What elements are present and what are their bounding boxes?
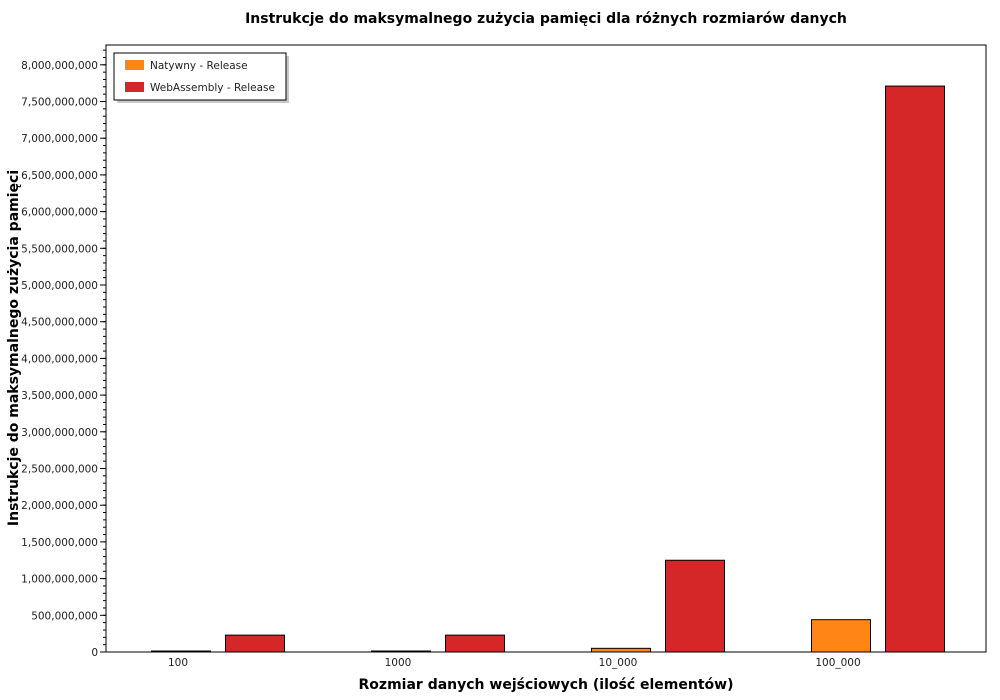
y-tick-label: 500,000,000 <box>31 610 98 622</box>
x-tick-label: 1000 <box>385 657 412 669</box>
y-axis-title: Instrukcje do maksymalnego zużycia pamię… <box>6 170 22 526</box>
y-tick-label: 0 <box>91 647 98 659</box>
x-axis-ticks: 100 1000 10_000 100_000 <box>168 657 861 669</box>
bar-webassembly-100_000 <box>885 85 945 653</box>
y-tick-label: 2,500,000,000 <box>21 464 98 476</box>
bar-series <box>151 85 945 653</box>
legend-label-webassembly: WebAssembly - Release <box>150 82 275 94</box>
y-tick-label: 6,000,000,000 <box>21 207 98 219</box>
bar-webassembly-1000 <box>445 634 505 653</box>
legend-label-natywny: Natywny - Release <box>150 60 248 72</box>
x-axis-title: Rozmiar danych wejściowych (ilość elemen… <box>359 677 734 693</box>
bar-natywny-10_000 <box>591 647 651 653</box>
y-tick-label: 1,500,000,000 <box>21 537 98 549</box>
legend-swatch-natywny <box>125 60 144 70</box>
y-tick-label: 7,000,000,000 <box>21 133 98 145</box>
y-tick-label: 6,500,000,000 <box>21 170 98 182</box>
y-tick-label: 3,000,000,000 <box>21 427 98 439</box>
bar-natywny-100 <box>151 650 211 653</box>
y-tick-label: 1,000,000,000 <box>21 574 98 586</box>
y-tick-label: 3,500,000,000 <box>21 390 98 402</box>
y-tick-label: 5,000,000,000 <box>21 280 98 292</box>
y-tick-label: 2,000,000,000 <box>21 500 98 512</box>
y-tick-label: 4,000,000,000 <box>21 353 98 365</box>
bar-natywny-100_000 <box>811 619 871 653</box>
plot-area <box>105 44 987 653</box>
y-tick-label: 8,000,000,000 <box>21 60 98 72</box>
y-tick-label: 5,500,000,000 <box>21 243 98 255</box>
y-tick-label: 4,500,000,000 <box>21 317 98 329</box>
legend-swatch-webassembly <box>125 82 144 92</box>
bar-webassembly-10_000 <box>665 559 725 653</box>
y-tick-label: 7,500,000,000 <box>21 97 98 109</box>
y-axis-ticks: 0 500,000,000 1,000,000,000 1,500,000,000 2,… <box>21 60 106 659</box>
x-tick-label: 10_000 <box>599 657 638 669</box>
x-tick-label: 100 <box>168 657 188 669</box>
legend: Natywny - Release WebAssembly - Release <box>113 52 289 103</box>
x-tick-label: 100_000 <box>815 657 860 669</box>
bar-webassembly-100 <box>225 634 285 653</box>
chart-title: Instrukcje do maksymalnego zużycia pamię… <box>245 11 847 27</box>
bar-natywny-1000 <box>371 650 431 653</box>
